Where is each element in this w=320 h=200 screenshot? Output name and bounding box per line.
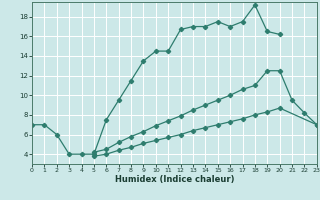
X-axis label: Humidex (Indice chaleur): Humidex (Indice chaleur) (115, 175, 234, 184)
